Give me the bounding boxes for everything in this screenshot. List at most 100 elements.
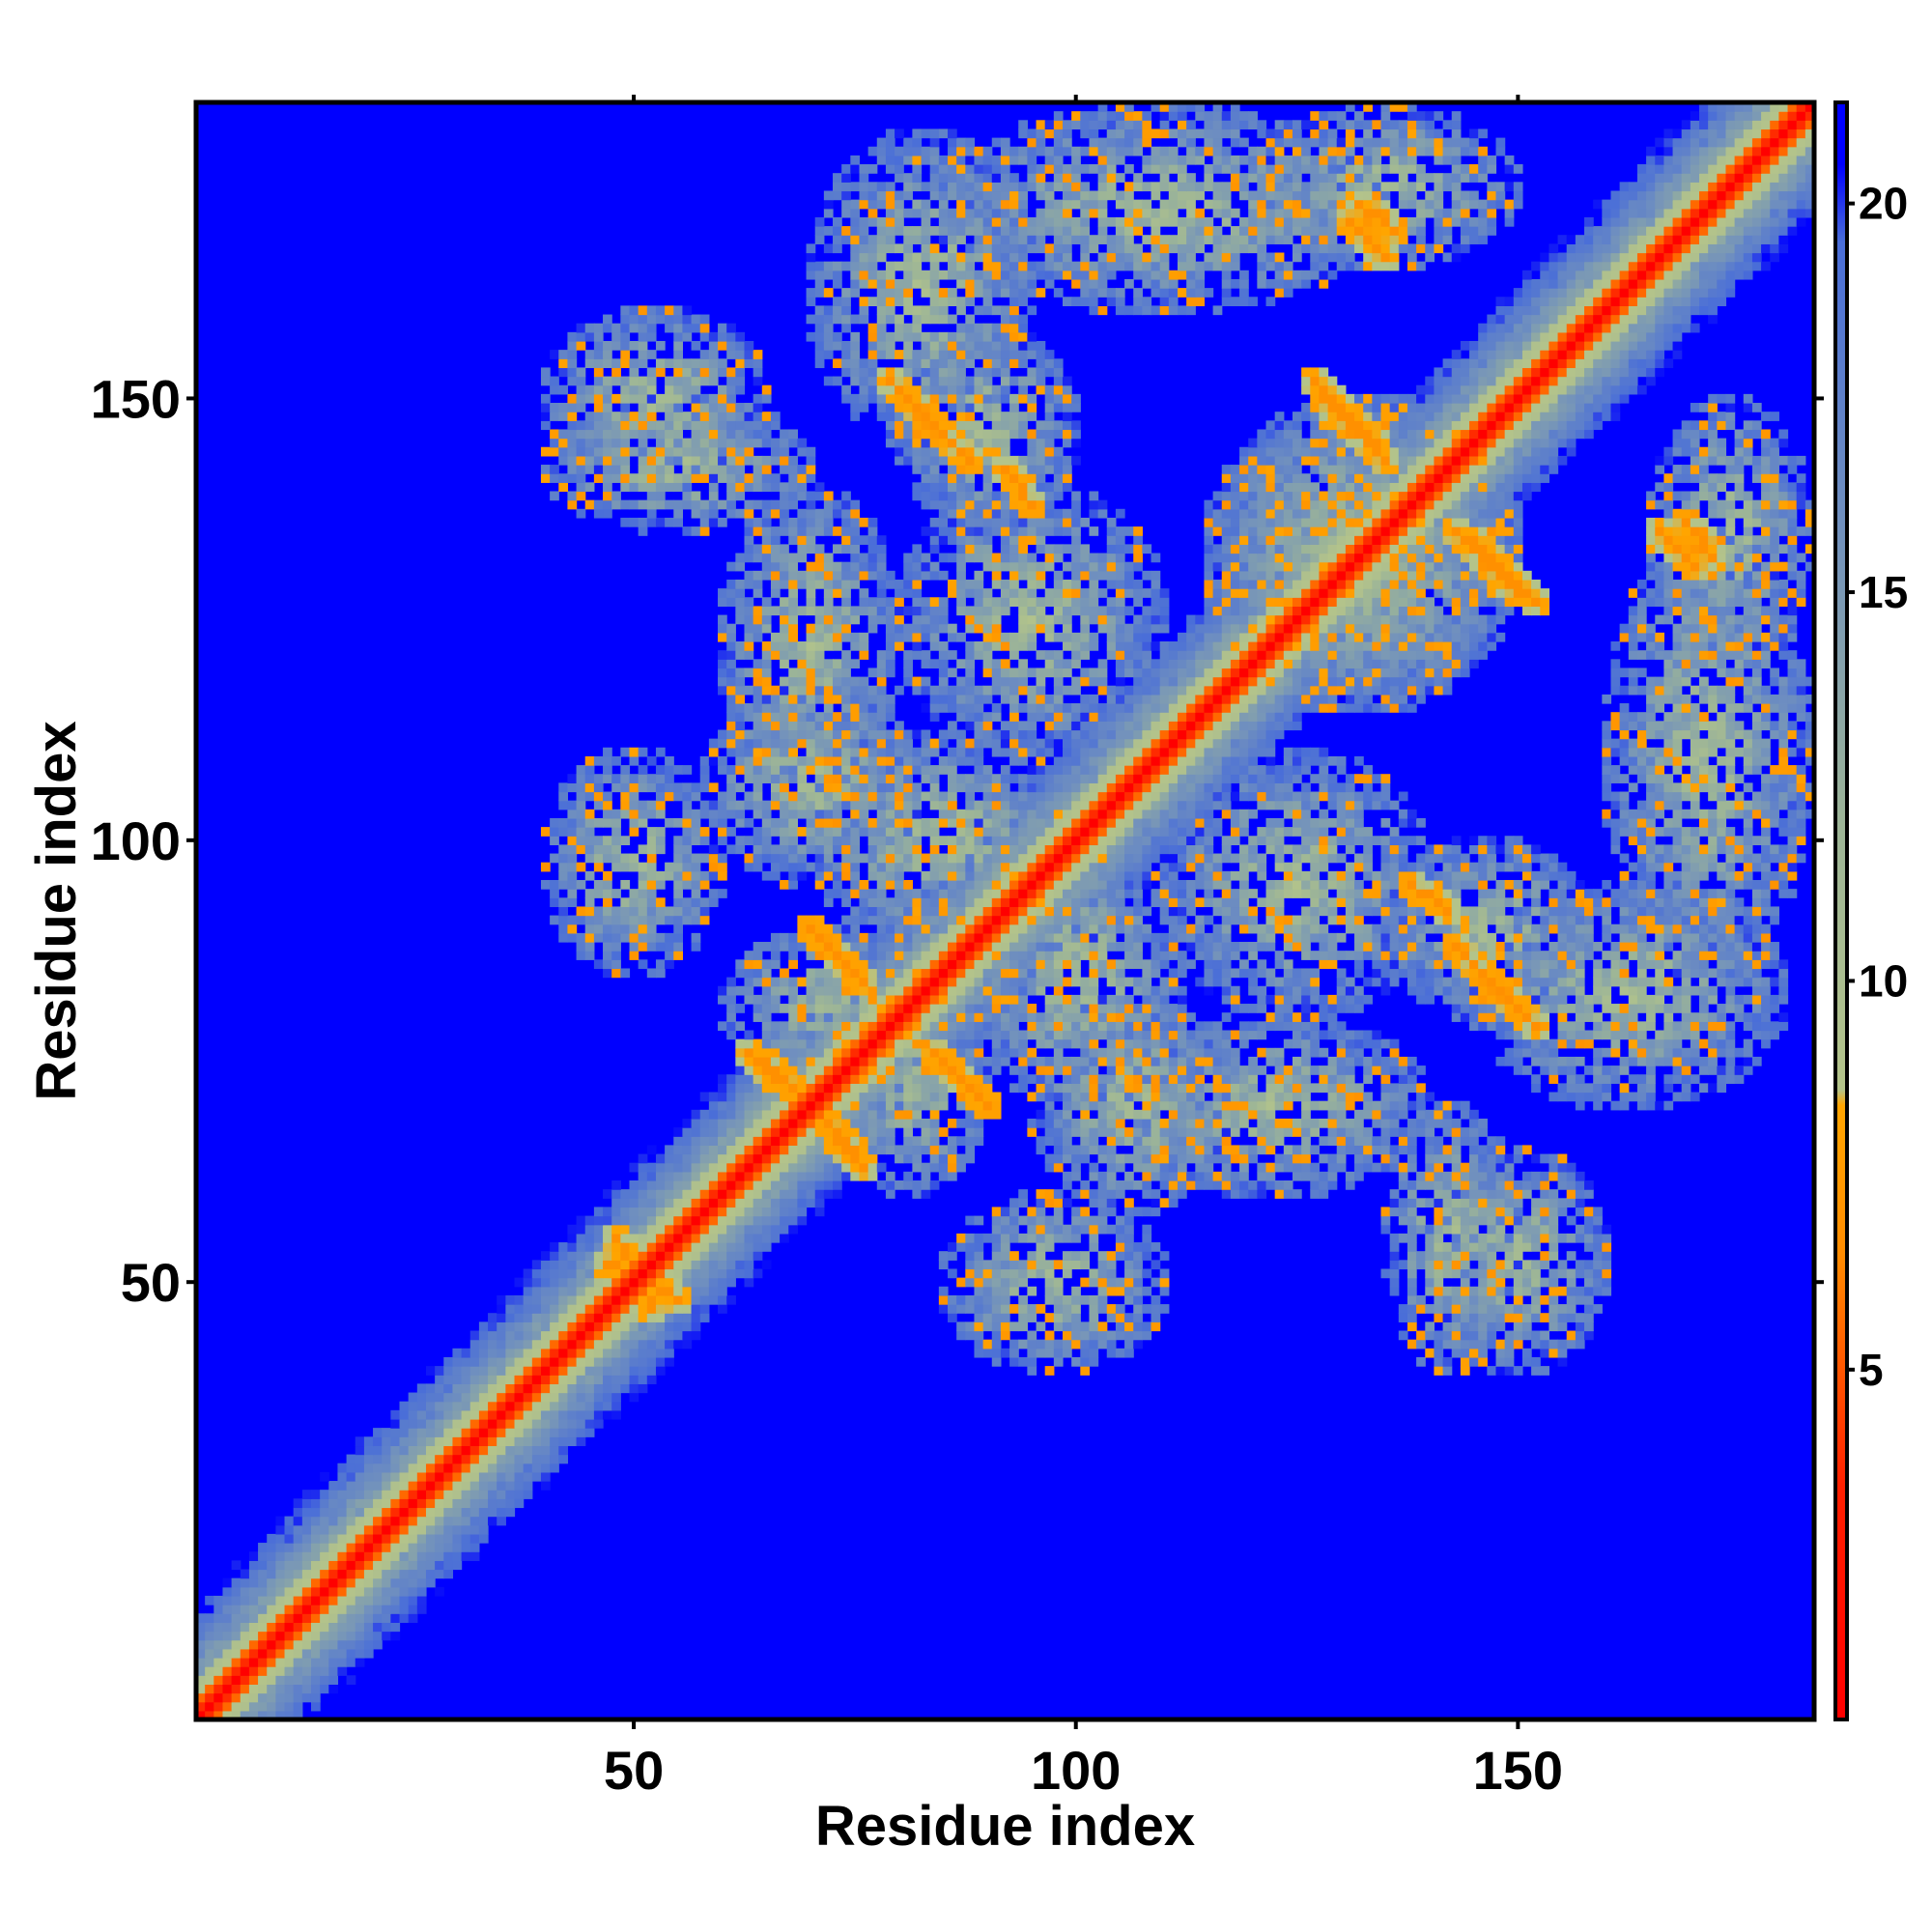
heatmap-cell — [505, 1471, 516, 1482]
heatmap-cell — [408, 1586, 418, 1597]
heatmap-cell — [744, 1233, 754, 1243]
heatmap-cell — [735, 1268, 746, 1279]
heatmap-cell — [1239, 915, 1249, 925]
heatmap-cell — [1593, 1251, 1603, 1261]
heatmap-cell — [1159, 977, 1170, 987]
heatmap-cell — [1751, 968, 1762, 979]
heatmap-cell — [1363, 942, 1373, 952]
heatmap-cell — [948, 1118, 957, 1128]
heatmap-cell — [1504, 1030, 1515, 1040]
heatmap-cell — [1230, 994, 1240, 1005]
heatmap-cell — [1027, 1356, 1037, 1367]
heatmap-cell — [780, 1021, 789, 1032]
heatmap-cell — [488, 1321, 497, 1332]
heatmap-cell — [699, 1136, 710, 1147]
heatmap-cell — [1080, 1294, 1091, 1305]
heatmap-cell — [673, 1251, 684, 1261]
heatmap-cell — [1487, 942, 1497, 952]
heatmap-cell — [531, 1463, 542, 1473]
heatmap-cell — [1292, 1030, 1302, 1040]
heatmap-cell — [1469, 1356, 1479, 1367]
heatmap-cell — [1478, 923, 1488, 934]
heatmap-cell — [948, 1038, 957, 1049]
heatmap-cell — [550, 1418, 559, 1429]
heatmap-cell — [903, 932, 913, 943]
heatmap-cell — [744, 1277, 754, 1288]
heatmap-cell — [540, 1383, 551, 1394]
heatmap-cell — [337, 1498, 348, 1509]
heatmap-cell — [1044, 1242, 1055, 1252]
heatmap-cell — [435, 1507, 444, 1518]
heatmap-cell — [603, 968, 612, 979]
heatmap-cell — [505, 1383, 516, 1394]
heatmap-cell — [823, 1180, 834, 1190]
heatmap-cell — [974, 1294, 984, 1305]
heatmap-cell — [1460, 1313, 1470, 1322]
heatmap-cell — [1062, 959, 1072, 970]
heatmap-cell — [1469, 1294, 1479, 1305]
heatmap-cell — [1540, 923, 1550, 934]
heatmap-cell — [1195, 923, 1206, 934]
heatmap-cell — [1089, 1021, 1099, 1032]
heatmap-cell — [1575, 1012, 1585, 1022]
heatmap-cell — [867, 1136, 878, 1147]
heatmap-cell — [912, 915, 923, 925]
heatmap-cell — [1195, 1136, 1206, 1147]
heatmap-cell — [550, 1436, 559, 1447]
heatmap-cell — [1725, 1065, 1736, 1075]
heatmap-cell — [885, 1180, 895, 1190]
heatmap-cell — [1416, 1215, 1426, 1226]
heatmap-cell — [708, 1215, 719, 1226]
heatmap-cell — [1053, 1304, 1064, 1314]
heatmap-cell — [833, 1153, 842, 1164]
heatmap-cell — [1301, 1153, 1311, 1164]
heatmap-cell — [895, 942, 904, 952]
heatmap-cell — [603, 1268, 612, 1279]
heatmap-cell — [416, 1471, 427, 1482]
heatmap-cell — [665, 1153, 674, 1164]
heatmap-cell — [1036, 1260, 1046, 1270]
heatmap-cell — [770, 1056, 781, 1066]
heatmap-cell — [593, 1215, 604, 1226]
heatmap-cell — [1531, 1356, 1541, 1367]
heatmap-cell — [1186, 1083, 1196, 1094]
heatmap-cell — [1071, 1171, 1081, 1181]
heatmap-cell — [1168, 951, 1179, 960]
heatmap-cell — [258, 1595, 268, 1605]
heatmap-cell — [1487, 1286, 1497, 1296]
heatmap-cell — [1115, 1330, 1125, 1341]
heatmap-cell — [991, 1207, 1002, 1217]
heatmap-cell — [1018, 977, 1028, 987]
heatmap-cell — [956, 1056, 966, 1066]
heatmap-cell — [1548, 1162, 1559, 1173]
heatmap-cell — [1336, 1004, 1347, 1013]
heatmap-cell — [310, 1675, 321, 1686]
heatmap-cell — [1018, 959, 1028, 970]
heatmap-cell — [1283, 1162, 1293, 1173]
heatmap-cell — [1557, 1038, 1568, 1049]
heatmap-cell — [584, 915, 595, 925]
heatmap-cell — [1018, 1198, 1028, 1208]
heatmap-cell — [876, 1145, 887, 1155]
heatmap-cell — [1425, 1118, 1435, 1128]
heatmap-cell — [1071, 1313, 1081, 1322]
heatmap-cell — [531, 1294, 542, 1305]
heatmap-cell — [780, 1215, 789, 1226]
heatmap-cell — [346, 1613, 356, 1623]
heatmap-cell — [1142, 1268, 1152, 1279]
heatmap-cell — [655, 1339, 666, 1350]
heatmap-cell — [1469, 985, 1479, 996]
heatmap-cell — [1487, 1004, 1497, 1013]
heatmap-cell — [1168, 1004, 1179, 1013]
heatmap-cell — [1274, 1065, 1285, 1075]
heatmap-cell — [1372, 977, 1382, 987]
heatmap-cell — [435, 1418, 444, 1429]
heatmap-cell — [718, 1171, 727, 1181]
heatmap-cell — [443, 1401, 454, 1411]
heatmap-cell — [929, 1004, 940, 1013]
heatmap-cell — [584, 1383, 595, 1394]
heatmap-cell — [1195, 1100, 1206, 1111]
heatmap-cell — [231, 1710, 242, 1720]
heatmap-cell — [435, 1498, 444, 1509]
heatmap-cell — [1115, 1180, 1125, 1190]
